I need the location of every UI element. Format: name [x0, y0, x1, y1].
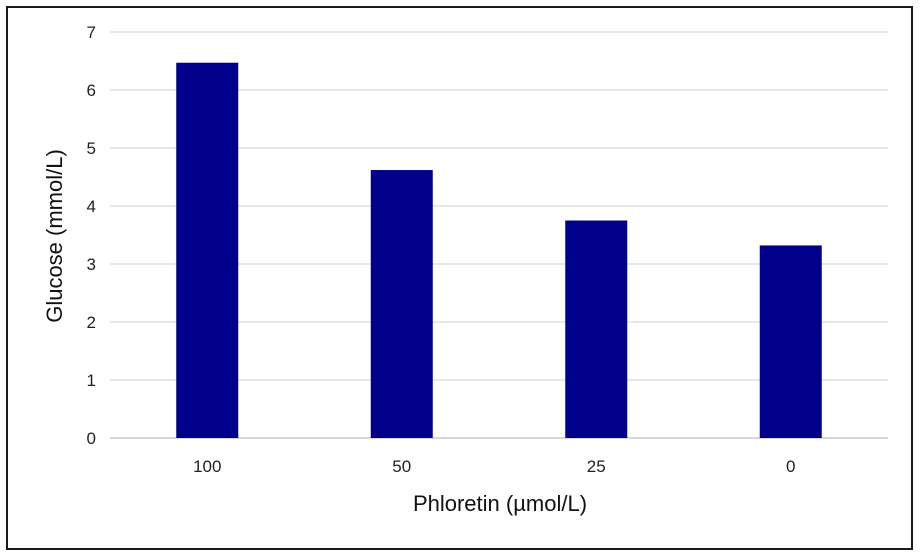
bar-50 [370, 170, 433, 439]
x-tick-label: 25 [587, 457, 606, 476]
y-tick-label: 3 [87, 255, 96, 274]
gridlines [110, 31, 888, 439]
y-tick-label: 1 [87, 371, 96, 390]
y-axis-ticks: 0 1 2 3 4 5 6 7 [87, 23, 96, 448]
x-tick-label: 100 [193, 457, 221, 476]
y-tick-label: 0 [87, 429, 96, 448]
bar-25 [565, 220, 628, 438]
x-axis-ticks: 100 50 25 0 [193, 457, 795, 476]
y-tick-label: 7 [87, 23, 96, 42]
bar-0 [759, 245, 822, 438]
y-axis-title: Glucose (mmol/L) [42, 149, 67, 323]
bars [176, 62, 822, 439]
y-tick-label: 5 [87, 139, 96, 158]
x-tick-label: 0 [786, 457, 795, 476]
y-tick-label: 4 [87, 197, 96, 216]
x-tick-label: 50 [392, 457, 411, 476]
x-axis-title: Phloretin (µmol/L) [413, 491, 587, 516]
bar-100 [176, 62, 239, 439]
y-tick-label: 2 [87, 313, 96, 332]
y-tick-label: 6 [87, 81, 96, 100]
